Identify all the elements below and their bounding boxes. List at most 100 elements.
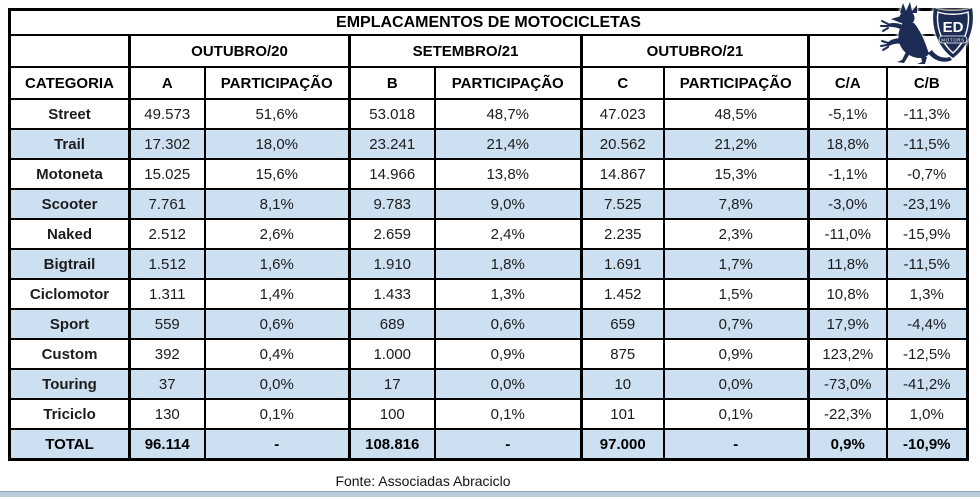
value-cell: 15,6% [203,158,351,190]
group-setembro-21: SETEMBRO/21 [348,34,583,68]
category-cell: Triciclo [8,398,131,430]
mascot-crest-icon [900,2,917,13]
group-outubro-20: OUTUBRO/20 [128,34,351,68]
value-cell: 47.023 [580,98,665,130]
value-cell: 2,6% [203,218,351,250]
value-cell: 97.000 [580,428,665,461]
month-group-row: OUTUBRO/20 SETEMBRO/21 OUTUBRO/21 [8,34,969,68]
col-header-ca: C/A [807,66,888,100]
value-cell: 0,9% [807,428,888,461]
value-cell: -11,3% [885,98,969,130]
value-cell: 0,9% [433,338,583,370]
value-cell: 1.910 [348,248,436,280]
value-cell: 100 [348,398,436,430]
value-cell: 17 [348,368,436,400]
category-cell: Bigtrail [8,248,131,280]
value-cell: -10,9% [885,428,969,461]
category-cell: Touring [8,368,131,400]
value-cell: 14.867 [580,158,665,190]
value-cell: 7,8% [662,188,810,220]
value-cell: 10 [580,368,665,400]
category-cell: Naked [8,218,131,250]
shield-icon [933,8,973,58]
value-cell: -11,5% [885,248,969,280]
value-cell: 49.573 [128,98,206,130]
value-cell: 0,6% [203,308,351,340]
table-title-row: EMPLACAMENTOS DE MOTOCICLETAS [8,8,969,36]
value-cell: 1,5% [662,278,810,310]
table-row: Triciclo 130 0,1% 100 0,1% 101 0,1% -22,3% 1,0% [8,398,969,430]
value-cell: 2.659 [348,218,436,250]
value-cell: 1,3% [433,278,583,310]
value-cell: -23,1% [885,188,969,220]
table-row: Street 49.573 51,6% 53.018 48,7% 47.023 48,5% -… [8,98,969,130]
table-row: Trail 17.302 18,0% 23.241 21,4% 20.562 21,2% 18… [8,128,969,160]
table-row: Ciclomotor 1.311 1,4% 1.433 1,3% 1.452 1,5% 10,… [8,278,969,310]
value-cell: 0,9% [662,338,810,370]
table-row: Bigtrail 1.512 1,6% 1.910 1,8% 1.691 1,7% 11,8%… [8,248,969,280]
col-header-b: B [348,66,436,100]
value-cell: 689 [348,308,436,340]
value-cell: 1.311 [128,278,206,310]
value-cell: -41,2% [885,368,969,400]
value-cell: - [662,428,810,461]
value-cell: 1,4% [203,278,351,310]
value-cell: 0,1% [662,398,810,430]
col-header-participacao-a: PARTICIPAÇÃO [203,66,351,100]
value-cell: 13,8% [433,158,583,190]
value-cell: 37 [128,368,206,400]
value-cell: 1,0% [885,398,969,430]
value-cell: 559 [128,308,206,340]
col-header-cb: C/B [885,66,969,100]
col-header-a: A [128,66,206,100]
value-cell: 21,4% [433,128,583,160]
category-cell: Custom [8,338,131,370]
value-cell: 1,8% [433,248,583,280]
value-cell: 659 [580,308,665,340]
value-cell: 17,9% [807,308,888,340]
col-header-c: C [580,66,665,100]
category-cell: TOTAL [8,428,131,461]
value-cell: 2.512 [128,218,206,250]
value-cell: 7.525 [580,188,665,220]
value-cell: 8,1% [203,188,351,220]
value-cell: 392 [128,338,206,370]
value-cell: 21,2% [662,128,810,160]
value-cell: 0,0% [433,368,583,400]
value-cell: 23.241 [348,128,436,160]
logo-text-ed: ED [943,19,964,36]
motorcycle-registrations-table: EMPLACAMENTOS DE MOTOCICLETAS OUTUBRO/20… [8,8,969,461]
table-row: Custom 392 0,4% 1.000 0,9% 875 0,9% 123,2% -12,5… [8,338,969,370]
category-cell: Street [8,98,131,130]
value-cell: 0,6% [433,308,583,340]
value-cell: 1.512 [128,248,206,280]
col-header-categoria: CATEGORIA [8,66,131,100]
value-cell: -4,4% [885,308,969,340]
table-body: Street 49.573 51,6% 53.018 48,7% 47.023 48,5% -… [8,98,969,461]
value-cell: -15,9% [885,218,969,250]
value-cell: 53.018 [348,98,436,130]
value-cell: 2,3% [662,218,810,250]
value-cell: 96.114 [128,428,206,461]
value-cell: -12,5% [885,338,969,370]
value-cell: 51,6% [203,98,351,130]
value-cell: -1,1% [807,158,888,190]
value-cell: 875 [580,338,665,370]
value-cell: 7.761 [128,188,206,220]
value-cell: 9.783 [348,188,436,220]
value-cell: 108.816 [348,428,436,461]
value-cell: 0,0% [203,368,351,400]
value-cell: 0,4% [203,338,351,370]
table-row: Scooter 7.761 8,1% 9.783 9,0% 7.525 7,8% -3,0% -… [8,188,969,220]
value-cell: 0,0% [662,368,810,400]
value-cell: -11,5% [885,128,969,160]
value-cell: 14.966 [348,158,436,190]
value-cell: 0,1% [433,398,583,430]
value-cell: 48,7% [433,98,583,130]
value-cell: 1,3% [885,278,969,310]
value-cell: 18,8% [807,128,888,160]
category-cell: Sport [8,308,131,340]
table-title: EMPLACAMENTOS DE MOTOCICLETAS [8,8,969,36]
category-cell: Trail [8,128,131,160]
